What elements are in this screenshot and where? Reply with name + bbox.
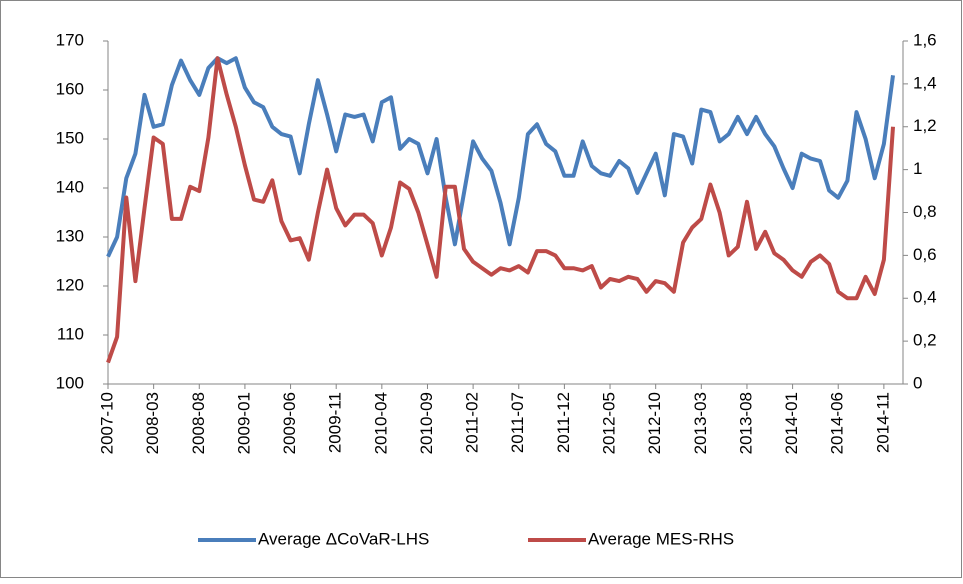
y2-tick-label: 1,2: [913, 116, 937, 135]
y-tick-label: 130: [56, 226, 84, 245]
y2-tick-label: 0,6: [913, 245, 937, 264]
x-tick-label: 2014-11: [873, 392, 892, 453]
y-tick-label: 160: [56, 79, 84, 98]
x-tick-label: 2011-02: [463, 392, 482, 453]
x-tick-label: 2010-04: [371, 392, 390, 454]
x-tick-label: 2013-03: [691, 392, 710, 454]
line-series: [106, 56, 895, 258]
x-tick-label: 2011-07: [508, 392, 527, 453]
x-tick-label: 2009-01: [234, 392, 253, 454]
y2-tick-label: 0: [913, 373, 922, 392]
x-tick-label: 2012-10: [645, 392, 664, 454]
line-series: [106, 56, 895, 364]
y-tick-label: 120: [56, 275, 84, 294]
y-tick-label: 140: [56, 177, 84, 196]
y2-tick-label: 0,2: [913, 331, 937, 350]
x-tick-label: 2014-01: [782, 392, 801, 454]
x-tick-label: 2014-06: [828, 392, 847, 454]
x-tick-label: 2007-10: [97, 392, 116, 454]
x-tick-label: 2011-12: [554, 392, 573, 453]
y2-tick-label: 0,4: [913, 288, 937, 307]
x-tick-label: 2012-05: [600, 392, 619, 454]
y2-tick-label: 1,6: [913, 30, 937, 49]
y-tick-label: 150: [56, 128, 84, 147]
y-tick-label: 170: [56, 30, 84, 49]
x-tick-label: 2010-09: [417, 392, 436, 454]
x-tick-label: 2009-11: [326, 392, 345, 453]
y2-tick-label: 1: [913, 159, 922, 178]
legend-label: Average MES-RHS: [588, 529, 734, 548]
x-tick-label: 2013-08: [736, 392, 755, 454]
y2-tick-label: 1,4: [913, 73, 937, 92]
x-tick-label: 2008-08: [189, 392, 208, 454]
x-tick-label: 2009-06: [280, 392, 299, 454]
x-tick-label: 2008-03: [143, 392, 162, 454]
y-tick-label: 100: [56, 373, 84, 392]
legend-label: Average ΔCoVaR-LHS: [258, 529, 429, 548]
y2-tick-label: 0,8: [913, 202, 937, 221]
y-tick-label: 110: [57, 324, 84, 343]
